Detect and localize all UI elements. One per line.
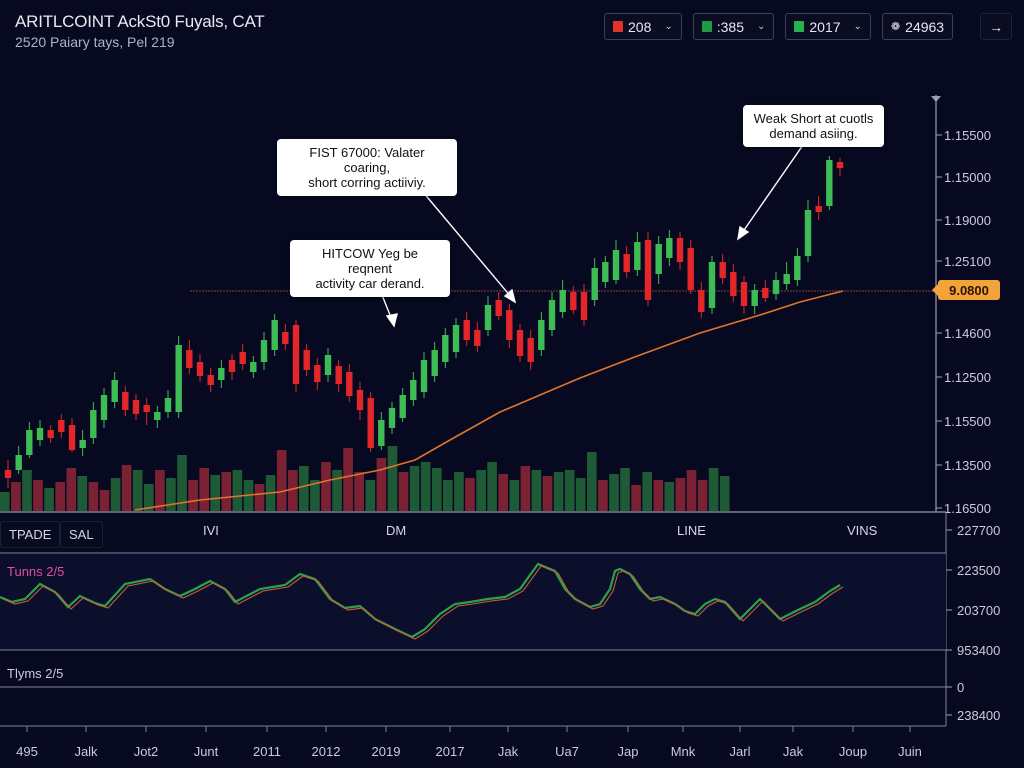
chart-header: ARITLCOINT AckSt0 Fuyals, CAT 2520 Paiar… (15, 12, 265, 50)
oscillator-line-red (2, 565, 844, 640)
toolbar-settings-label: 24963 (905, 18, 945, 35)
chevron-down-icon: ⌄ (757, 21, 766, 32)
volume-bars (0, 446, 730, 511)
svg-text:223500: 223500 (957, 563, 1000, 578)
svg-text:0: 0 (957, 680, 964, 695)
svg-text:1.16500: 1.16500 (944, 501, 991, 516)
toolbar: 208 ⌄ :385 ⌄ 2017 ⌄ ❁ 24963 → (604, 13, 1013, 40)
callout-text: FIST 67000: Valater coaring, (309, 145, 425, 175)
tab-ivi[interactable]: IVI (203, 523, 219, 538)
x-axis-ticks: 495 Jalk Jot2 Junt 2011 2012 2019 2017 Jak Ua7 Jap… (16, 726, 922, 759)
indicator-tabbar: TPADE SAL IVI DM LINE VINS (0, 516, 946, 553)
svg-text:1.13500: 1.13500 (944, 458, 991, 473)
svg-text:Joup: Joup (839, 744, 867, 759)
red-square-icon (613, 21, 623, 32)
svg-text:1.25100: 1.25100 (944, 254, 991, 269)
tab-vins[interactable]: VINS (847, 523, 878, 538)
toolbar-dropdown-1-label: 208 (628, 18, 652, 35)
oscillator-line-green (0, 562, 841, 639)
svg-text:495: 495 (16, 744, 38, 759)
annotation-callout-2: HITCOW Yeg be reqnent activity car deran… (290, 240, 450, 297)
settings-dots-icon: ❁ (890, 21, 901, 33)
svg-text:1.15500: 1.15500 (944, 414, 991, 429)
svg-text:1.14600: 1.14600 (944, 326, 991, 341)
svg-text:953400: 953400 (957, 643, 1000, 658)
next-button[interactable]: → (980, 13, 1013, 40)
svg-text:Mnk: Mnk (671, 744, 696, 759)
axis-arrow-icon (931, 96, 941, 102)
toolbar-dropdown-3[interactable]: 2017 ⌄ (785, 13, 871, 40)
svg-text:Jot2: Jot2 (134, 744, 159, 759)
callout-text: Weak Short at cuotls (753, 111, 874, 126)
callout-text: short corring actiiviy. (308, 175, 426, 190)
svg-text:Jarl: Jarl (730, 744, 751, 759)
svg-text:2011: 2011 (253, 744, 281, 759)
svg-text:Junt: Junt (194, 744, 219, 759)
tab-dm[interactable]: DM (386, 523, 407, 538)
price-axis-ticks: 1.15500 1.15000 1.19000 1.25100 1.14600 1.125… (936, 128, 991, 516)
lower-panel-label: Tlyms 2/5 (7, 666, 64, 681)
toolbar-dropdown-2[interactable]: :385 ⌄ (692, 13, 775, 40)
svg-text:1.15000: 1.15000 (944, 170, 991, 185)
candlesticks (4, 156, 844, 488)
callout-text: demand asiing. (769, 126, 858, 141)
svg-text:Jap: Jap (618, 744, 639, 759)
tab-sal[interactable]: SAL (60, 521, 103, 548)
annotation-callout-1: FIST 67000: Valater coaring, short corri… (277, 139, 457, 196)
current-price-tag: 9.0800 (932, 280, 1000, 300)
svg-text:Jalk: Jalk (74, 744, 98, 759)
green-check-square-icon (794, 21, 805, 32)
moving-average-line (134, 290, 844, 511)
toolbar-dropdown-2-label: :385 (716, 18, 744, 35)
svg-text:1.15500: 1.15500 (944, 128, 991, 143)
toolbar-dropdown-3-label: 2017 (809, 18, 841, 35)
current-price-value: 9.0800 (949, 282, 989, 298)
svg-text:1.12500: 1.12500 (944, 370, 991, 385)
svg-text:2019: 2019 (372, 744, 401, 759)
chevron-down-icon: ⌄ (664, 21, 673, 32)
callout-text: activity car derand. (315, 276, 425, 291)
arrow-right-icon: → (989, 18, 1004, 35)
annotation-arrows (375, 144, 804, 328)
chart-subtitle: 2520 Paiary tays, Pel 219 (15, 34, 175, 50)
chevron-down-icon: ⌄ (853, 21, 862, 32)
svg-text:Juin: Juin (898, 744, 922, 759)
callout-text: HITCOW Yeg be reqnent (321, 246, 419, 276)
oscillator-label: Tunns 2/5 (7, 564, 65, 579)
svg-text:238400: 238400 (957, 708, 1000, 723)
svg-text:227700: 227700 (957, 523, 1000, 538)
svg-text:2012: 2012 (312, 744, 341, 759)
svg-text:Jak: Jak (498, 744, 519, 759)
annotation-callout-3: Weak Short at cuotls demand asiing. (743, 105, 884, 147)
toolbar-dropdown-1[interactable]: 208 ⌄ (604, 13, 682, 40)
green-square-icon (701, 21, 712, 32)
svg-text:Ua7: Ua7 (555, 744, 579, 759)
toolbar-settings-button[interactable]: ❁ 24963 (881, 13, 954, 40)
chart-title: ARITLCOINT AckSt0 Fuyals, CAT (15, 12, 265, 31)
svg-text:2017: 2017 (436, 744, 465, 759)
indicator-axis-ticks: 227700 223500 203700 953400 0 238400 (946, 523, 1000, 723)
tab-line[interactable]: LINE (677, 523, 706, 538)
tab-trade[interactable]: TPADE (0, 521, 61, 548)
svg-text:Jak: Jak (783, 744, 804, 759)
svg-text:1.19000: 1.19000 (944, 213, 991, 228)
svg-text:203700: 203700 (957, 603, 1000, 618)
